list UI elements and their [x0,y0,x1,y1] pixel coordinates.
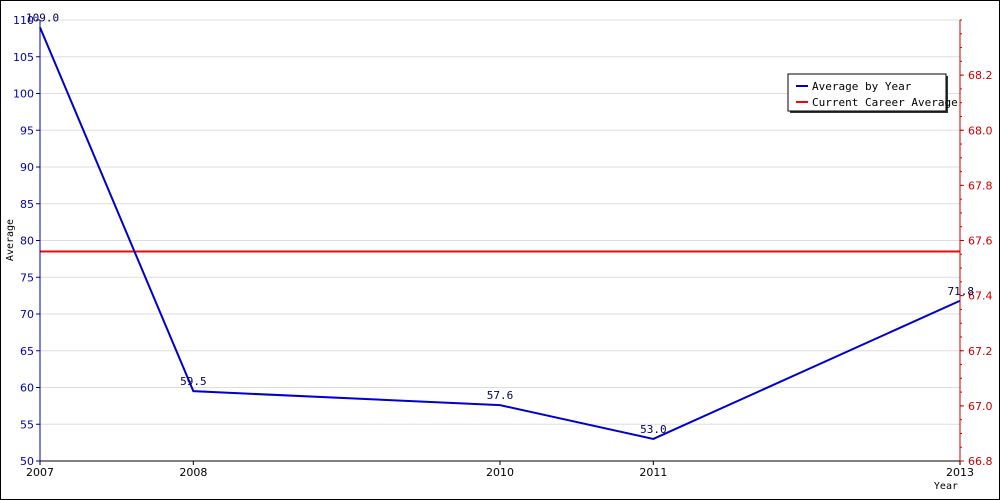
legend-box [787,73,947,112]
right-tick-label: 67.8 [968,179,993,192]
x-axis-title: Year [934,481,958,492]
left-tick-label: 85 [20,198,34,211]
data-label: 59.5 [180,375,207,388]
left-tick-label: 50 [20,455,34,468]
x-tick-label: 2010 [486,466,514,479]
grid-lines [40,19,960,425]
right-tick-label: 67.2 [968,345,993,358]
x-tick-label: 2008 [179,466,207,479]
data-label: 57.6 [487,389,514,402]
legend-label-average-by-year: Average by Year [812,80,912,93]
x-tick-label: 2007 [26,466,54,479]
legend: Average by Year Current Career Average [787,73,958,113]
y-axis-title: Average [5,219,16,261]
x-tick-label: 2013 [946,466,974,479]
data-labels: 109.0 59.5 57.6 53.0 71.8 [26,11,974,436]
left-tick-label: 110 [13,14,34,27]
right-tick-label: 68.0 [968,124,993,137]
left-tick-label: 100 [13,88,34,101]
data-label: 71.8 [948,285,975,298]
left-tick-label: 80 [20,235,34,248]
right-tick-label: 67.6 [968,235,993,248]
right-tick-label: 66.8 [968,455,993,468]
tick-labels: 50 55 60 65 70 75 80 85 90 95 100 105 110 66.8 67.0 67.… [13,14,993,479]
left-tick-label: 60 [20,382,34,395]
legend-label-career-average: Current Career Average [812,96,958,109]
x-tick-label: 2011 [639,466,667,479]
left-tick-label: 95 [20,124,34,137]
left-tick-label: 75 [20,271,34,284]
data-label: 109.0 [26,11,59,24]
left-tick-label: 55 [20,418,34,431]
left-tick-label: 105 [13,51,34,64]
right-tick-label: 68.2 [968,69,993,82]
data-label: 53.0 [640,423,667,436]
series-line-average-by-year [39,26,961,440]
left-tick-label: 65 [20,345,34,358]
right-tick-label: 67.4 [968,290,993,303]
right-tick-label: 67.0 [968,400,993,413]
series-layer [39,26,961,440]
left-tick-label: 90 [20,161,34,174]
left-tick-label: 70 [20,308,34,321]
